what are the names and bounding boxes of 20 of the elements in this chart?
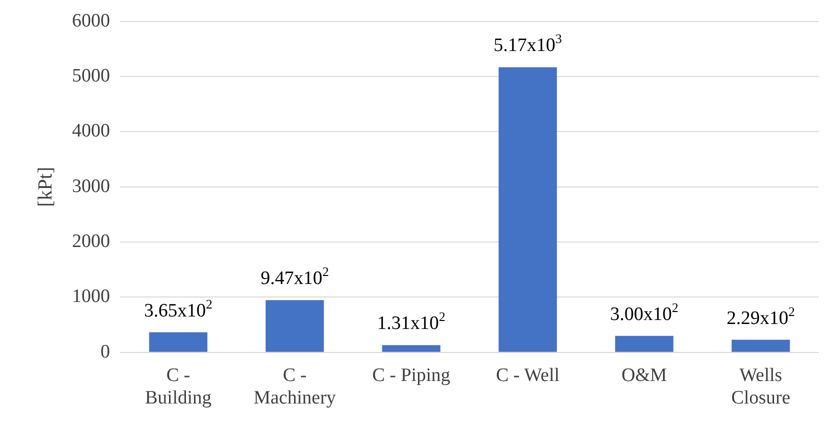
y-tick-label: 6000 — [72, 10, 110, 32]
bar — [732, 340, 790, 352]
bar — [149, 332, 208, 352]
x-tick-label: O&M — [622, 364, 668, 386]
bar — [266, 300, 324, 352]
y-tick-label: 5000 — [72, 66, 110, 87]
y-tick-label: 2000 — [72, 231, 110, 252]
x-tick-label: C - Piping — [372, 364, 451, 386]
x-tick-label: C - Well — [496, 364, 560, 386]
y-tick-label: 1000 — [72, 286, 110, 308]
x-tick-label: Wells Closure — [731, 364, 790, 409]
bar — [615, 336, 674, 352]
y-tick-label: 4000 — [72, 120, 110, 142]
y-tick-label: 3000 — [72, 176, 110, 197]
bar — [382, 345, 440, 352]
y-axis-title: [kPt] — [34, 166, 56, 207]
y-tick-label: 0 — [100, 341, 110, 362]
bar — [498, 67, 557, 352]
x-tick-label: C - Building — [144, 364, 212, 409]
x-tick-label: C - Machinery — [254, 364, 336, 409]
